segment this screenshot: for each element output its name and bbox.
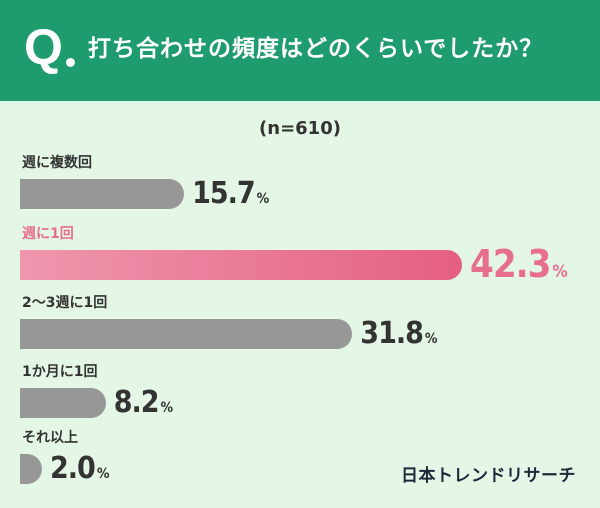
bar — [20, 454, 42, 484]
percent-sign: % — [96, 466, 110, 482]
bar-value-label: 31.8% — [360, 316, 437, 351]
bar-label: 1か月に1回 — [22, 364, 98, 380]
bar-label: 2～3週に1回 — [22, 295, 108, 311]
bar-value-label: 15.7% — [192, 176, 269, 211]
question-text: 打ち合わせの頻度はどのくらいでしたか？ — [88, 36, 544, 62]
percent-sign: % — [552, 262, 568, 282]
bar-label: 週に1回 — [22, 226, 74, 242]
brand-logo: 日本トレンドリサーチ — [401, 466, 576, 486]
q-dot — [66, 58, 75, 67]
bar-value: 2.0 — [50, 451, 96, 486]
sample-size: (n=610) — [259, 118, 341, 139]
bar — [20, 250, 463, 280]
bar-label: それ以上 — [22, 430, 78, 446]
bar-label: 週に複数回 — [22, 155, 92, 171]
bar-value: 8.2 — [113, 385, 160, 420]
percent-sign: % — [256, 191, 270, 207]
q-mark: Q — [24, 19, 63, 75]
question-header: Q 打ち合わせの頻度はどのくらいでしたか？ — [0, 0, 600, 101]
bar-value: 31.8 — [360, 316, 424, 351]
percent-sign: % — [160, 400, 174, 416]
bar-value: 15.7 — [192, 176, 256, 211]
bar-value-label: 2.0% — [50, 451, 109, 486]
bar-value-label: 42.3% — [470, 242, 568, 286]
bar — [20, 179, 185, 209]
percent-sign: % — [424, 331, 438, 347]
bar — [20, 319, 353, 349]
bar-value-label: 8.2% — [114, 385, 173, 420]
bar — [20, 388, 106, 418]
bar-value: 42.3 — [470, 242, 551, 286]
